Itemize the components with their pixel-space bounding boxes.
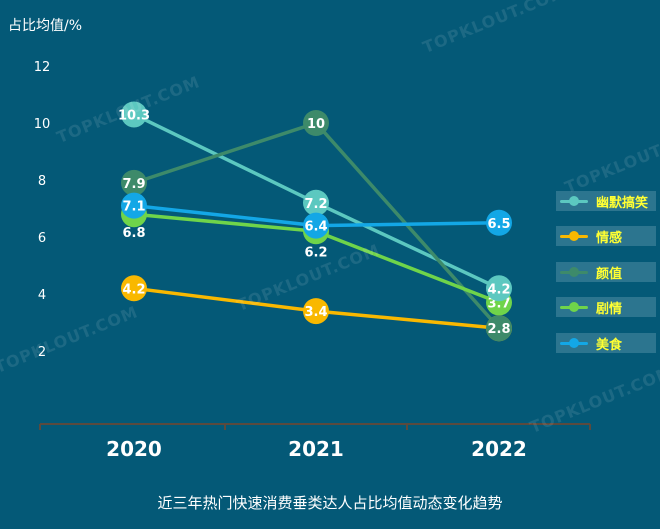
legend-swatch-dot bbox=[569, 196, 579, 206]
data-point bbox=[121, 101, 147, 128]
legend-item[interactable]: 颜值 bbox=[556, 262, 656, 282]
legend-swatch-dot bbox=[569, 302, 579, 312]
data-label: 10.3 bbox=[118, 108, 150, 123]
data-label: 6.2 bbox=[304, 245, 327, 260]
data-point bbox=[486, 275, 512, 302]
legend-label: 颜值 bbox=[596, 267, 623, 282]
data-label: 3.4 bbox=[304, 305, 327, 320]
legend-label: 美食 bbox=[596, 338, 623, 353]
legend-swatch-dot bbox=[569, 267, 579, 277]
data-point bbox=[303, 212, 329, 239]
data-point bbox=[303, 189, 329, 216]
legend-item[interactable]: 美食 bbox=[556, 333, 656, 353]
x-tick-label: 2021 bbox=[288, 437, 344, 461]
data-label: 3.7 bbox=[487, 297, 510, 312]
y-tick-label: 12 bbox=[34, 60, 51, 75]
legend-swatch-dot bbox=[569, 338, 579, 348]
data-point bbox=[486, 315, 512, 342]
data-label: 10 bbox=[307, 117, 325, 132]
data-point bbox=[303, 110, 329, 136]
data-label: 6.5 bbox=[487, 217, 510, 232]
data-label: 7.2 bbox=[304, 197, 327, 212]
data-point bbox=[121, 275, 147, 302]
data-point bbox=[486, 209, 512, 236]
legend-label: 情感 bbox=[596, 231, 623, 246]
y-tick-label: 10 bbox=[34, 117, 51, 132]
y-tick-label: 4 bbox=[38, 288, 46, 303]
data-label: 2.8 bbox=[487, 322, 510, 337]
data-label: 4.2 bbox=[122, 282, 145, 297]
legend-swatch-dot bbox=[569, 231, 579, 241]
legend-item[interactable]: 情感 bbox=[556, 226, 656, 246]
y-tick-label: 8 bbox=[38, 174, 46, 189]
y-tick-label: 6 bbox=[38, 231, 46, 246]
x-tick-label: 2020 bbox=[106, 437, 162, 461]
data-point bbox=[121, 192, 147, 219]
legend-item[interactable]: 剧情 bbox=[556, 297, 656, 317]
data-label: 7.1 bbox=[122, 200, 145, 215]
legend-label: 剧情 bbox=[596, 302, 623, 317]
y-tick-label: 2 bbox=[38, 345, 46, 360]
data-point bbox=[303, 298, 329, 325]
data-label: 7.9 bbox=[122, 177, 145, 192]
data-point bbox=[121, 169, 147, 196]
data-label: 4.2 bbox=[487, 282, 510, 297]
data-label: 6.4 bbox=[304, 220, 327, 235]
data-label: 6.8 bbox=[122, 226, 145, 241]
chart-caption: 近三年热门快速消费垂类达人占比均值动态变化趋势 bbox=[157, 494, 502, 512]
x-tick-label: 2022 bbox=[471, 437, 527, 461]
legend-item[interactable]: 幽默搞笑 bbox=[556, 191, 656, 211]
y-axis-label: 占比均值/% bbox=[8, 18, 82, 34]
legend-label: 幽默搞笑 bbox=[596, 196, 649, 211]
